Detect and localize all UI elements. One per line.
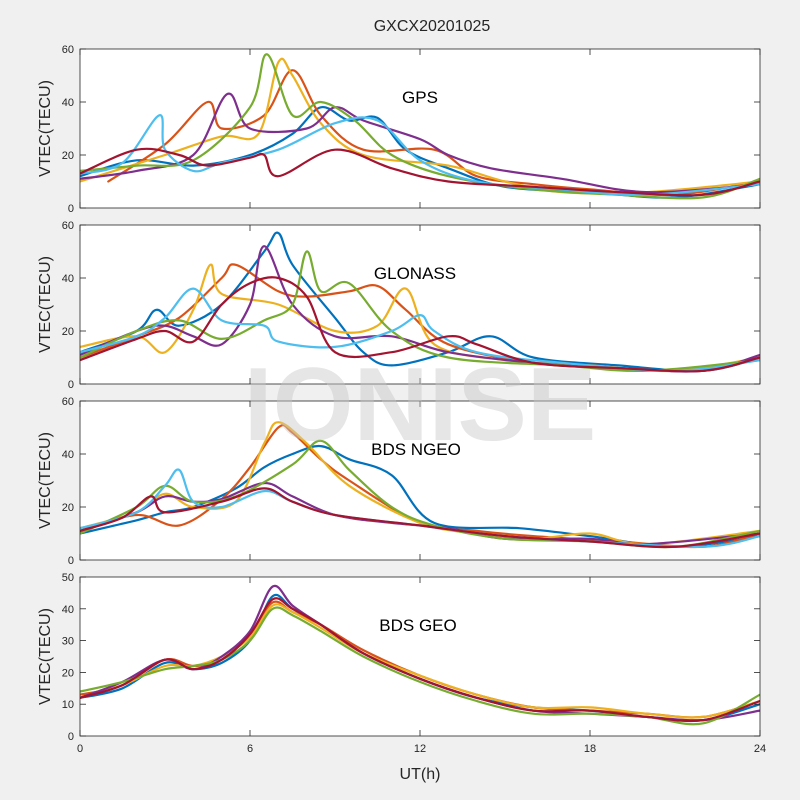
y-tick-label: 40 — [62, 97, 74, 109]
x-tick-label: 12 — [414, 743, 426, 755]
y-axis-label: VTEC(TECU) — [37, 256, 54, 353]
y-tick-label: 20 — [62, 326, 74, 338]
panel-gps: 0 20 40 60 VTEC(TECU) GPS — [37, 44, 761, 215]
series-line-7 — [80, 147, 760, 197]
y-tick-label: 50 — [62, 572, 74, 584]
plot-area — [80, 49, 760, 208]
panel-label: BDS NGEO — [371, 440, 461, 459]
y-tick-label: 40 — [62, 604, 74, 616]
series-group — [80, 584, 760, 726]
y-tick-label: 20 — [62, 502, 74, 514]
y-tick-label: 0 — [68, 731, 74, 743]
series-line-7 — [80, 487, 760, 549]
series-line-7 — [80, 276, 760, 373]
y-tick-label: 0 — [68, 555, 74, 567]
plot-area — [80, 577, 760, 736]
x-tick-label: 0 — [77, 743, 83, 755]
panel-bds-ngeo: 0 20 40 60 VTEC(TECU) BDS NGEO — [37, 396, 761, 567]
y-tick-label: 10 — [62, 699, 74, 711]
y-tick-label: 0 — [68, 379, 74, 391]
series-group — [80, 231, 760, 373]
y-axis-label: VTEC(TECU) — [37, 608, 54, 705]
y-tick-label: 60 — [62, 220, 74, 232]
chart-title: GXCX20201025 — [374, 18, 491, 35]
series-line-6 — [80, 287, 760, 372]
series-line-6 — [80, 597, 760, 723]
y-tick-label: 0 — [68, 203, 74, 215]
y-tick-label: 60 — [62, 44, 74, 56]
panel-label: GPS — [402, 88, 438, 107]
y-tick-label: 30 — [62, 636, 74, 648]
panel-glonass: 0 20 40 60 VTEC(TECU) GLONASS — [37, 220, 761, 391]
x-tick-label: 6 — [247, 743, 253, 755]
series-line-1 — [80, 231, 760, 373]
x-tick-label: 24 — [754, 743, 766, 755]
watermark: IONISE — [244, 347, 597, 463]
panel-label: GLONASS — [374, 264, 456, 283]
y-axis-label: VTEC(TECU) — [37, 80, 54, 177]
y-tick-label: 20 — [62, 667, 74, 679]
y-tick-label: 60 — [62, 396, 74, 408]
y-tick-label: 40 — [62, 273, 74, 285]
plot-area — [80, 401, 760, 560]
panel-bds-geo: 0 10 20 30 40 50 0 6 12 18 24 VTEC(TECU) BDS GEO — [37, 572, 766, 755]
series-group — [80, 53, 760, 200]
x-axis-label: UT(h) — [400, 766, 441, 783]
series-group — [80, 421, 760, 549]
panel-label: BDS GEO — [379, 616, 456, 635]
y-axis-label: VTEC(TECU) — [37, 432, 54, 529]
y-tick-label: 20 — [62, 150, 74, 162]
y-tick-label: 40 — [62, 449, 74, 461]
x-tick-label: 18 — [584, 743, 596, 755]
